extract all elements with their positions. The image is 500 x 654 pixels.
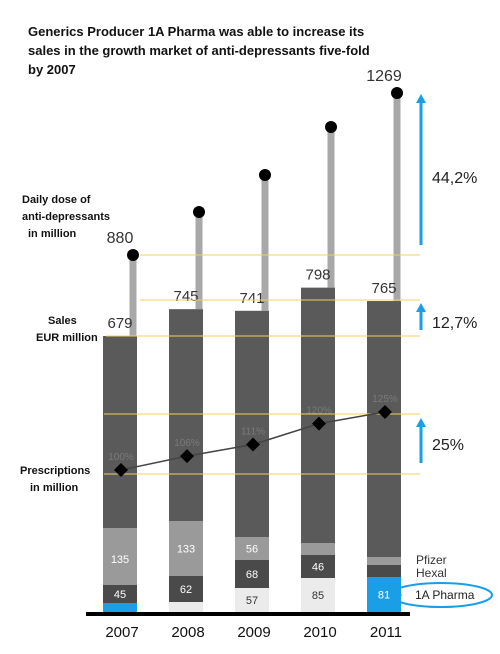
segment-pfizer	[103, 528, 137, 585]
sales-value-label: 745	[173, 288, 198, 305]
x-tick-label: 2011	[370, 624, 402, 641]
prescriptions-value-label: 111%	[241, 426, 265, 437]
sales-value-label: 798	[305, 267, 330, 284]
growth-label: 44,2%	[432, 170, 477, 187]
daily-dose-label: Daily dose of anti-depressants in millio…	[22, 192, 110, 243]
x-tick-label: 2008	[171, 624, 204, 641]
sales-value-label: 741	[239, 290, 264, 307]
segment-pfizer	[235, 537, 269, 560]
x-tick-label: 2009	[237, 624, 270, 641]
x-axis-baseline	[86, 612, 410, 616]
daily-dose-point	[391, 87, 403, 99]
daily-dose-label-line-1: Daily dose of	[22, 194, 91, 206]
daily-dose-point	[325, 121, 337, 133]
segment-value-label: 56	[246, 544, 258, 556]
segment-hexal	[103, 585, 137, 603]
x-tick-label: 2010	[303, 624, 336, 641]
prescriptions-label: Prescriptions in million	[20, 463, 90, 497]
segment-value-label: 81	[378, 590, 390, 602]
growth-label: 25%	[432, 437, 464, 454]
segment-1a-pharma	[301, 578, 335, 612]
sales-value-label: 765	[371, 280, 396, 297]
segment-1a-pharma	[169, 602, 203, 612]
x-tick-label: 2007	[105, 624, 138, 641]
segment-value-label: 45	[114, 589, 126, 601]
prescriptions-value-label: 125%	[372, 394, 398, 405]
chart-title: Generics Producer 1A Pharma was able to …	[28, 24, 370, 77]
segment-pfizer	[367, 557, 401, 565]
growth-arrow-head	[416, 418, 426, 427]
daily-dose-label-line-3: in million	[28, 228, 77, 240]
prescriptions-label-line-1: Prescriptions	[20, 465, 91, 477]
daily-dose-label-line-2: anti-depressants	[22, 211, 111, 223]
prescriptions-value-label: 120%	[306, 406, 332, 417]
sales-label: Sales EUR million	[36, 313, 98, 347]
segment-hexal	[367, 565, 401, 577]
segment-hexal	[301, 555, 335, 578]
sales-label-line-2: EUR million	[36, 332, 98, 344]
segment-value-label: 57	[246, 595, 258, 607]
prescriptions-value-label: 100%	[108, 452, 134, 463]
segment-hexal	[169, 576, 203, 602]
sales-value-label: 679	[107, 315, 132, 332]
prescriptions-label-line-2: in million	[30, 482, 79, 494]
prescriptions-marker	[378, 405, 392, 419]
legend-label: 1A Pharma	[415, 588, 475, 602]
daily-dose-point	[259, 169, 271, 181]
segment-value-label: 135	[111, 554, 129, 566]
segment-hexal	[235, 560, 269, 588]
segment-value-label: 46	[312, 562, 324, 574]
segment-pfizer	[301, 543, 335, 555]
daily-dose-point	[193, 206, 205, 218]
segment-1a-pharma	[103, 603, 137, 612]
daily-dose-value-label: 1269	[366, 68, 402, 85]
growth-arrow-head	[416, 94, 426, 103]
prescriptions-marker	[312, 416, 326, 431]
prescriptions-marker	[246, 437, 260, 452]
daily-dose-point	[127, 249, 139, 261]
daily-dose-value-label: 880	[107, 230, 134, 247]
prescriptions-marker	[114, 463, 128, 477]
segment-value-label: 62	[180, 584, 192, 596]
segment-value-label: 85	[312, 590, 324, 602]
prescriptions-value-label: 106%	[174, 438, 200, 449]
legend-label: Pfizer	[416, 553, 447, 567]
segment-value-label: 133	[177, 544, 195, 556]
legend-label: Hexal	[416, 566, 447, 580]
segment-value-label: 68	[246, 569, 258, 581]
prescriptions-marker	[180, 449, 194, 464]
growth-label: 12,7%	[432, 315, 477, 332]
segment-1a-pharma	[235, 588, 269, 612]
segment-pfizer	[169, 521, 203, 576]
growth-arrow-head	[416, 303, 426, 312]
sales-label-line-1: Sales	[48, 315, 77, 327]
